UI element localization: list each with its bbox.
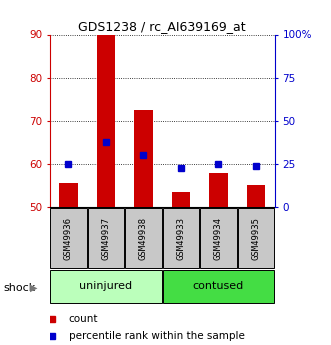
FancyBboxPatch shape — [163, 208, 199, 268]
Bar — [59, 183, 78, 207]
FancyBboxPatch shape — [87, 208, 124, 268]
Bar — [209, 172, 228, 207]
FancyBboxPatch shape — [200, 208, 237, 268]
Text: percentile rank within the sample: percentile rank within the sample — [69, 332, 245, 341]
Text: count: count — [69, 314, 98, 324]
Text: GSM49937: GSM49937 — [101, 217, 111, 259]
Text: uninjured: uninjured — [79, 282, 132, 291]
Bar — [247, 186, 265, 207]
Title: GDS1238 / rc_AI639169_at: GDS1238 / rc_AI639169_at — [78, 20, 246, 33]
Text: GSM49935: GSM49935 — [252, 217, 260, 259]
Bar — [134, 110, 153, 207]
FancyBboxPatch shape — [163, 270, 274, 303]
Text: GSM49938: GSM49938 — [139, 217, 148, 259]
FancyBboxPatch shape — [50, 270, 162, 303]
Text: GSM49936: GSM49936 — [64, 217, 73, 259]
Text: contused: contused — [193, 282, 244, 291]
Text: GSM49934: GSM49934 — [214, 217, 223, 259]
FancyBboxPatch shape — [238, 208, 274, 268]
Text: GSM49933: GSM49933 — [176, 217, 185, 259]
FancyBboxPatch shape — [125, 208, 162, 268]
Text: shock: shock — [3, 283, 35, 293]
FancyBboxPatch shape — [50, 208, 87, 268]
Bar — [171, 192, 190, 207]
Text: ▶: ▶ — [30, 283, 37, 293]
Bar — [97, 34, 115, 207]
